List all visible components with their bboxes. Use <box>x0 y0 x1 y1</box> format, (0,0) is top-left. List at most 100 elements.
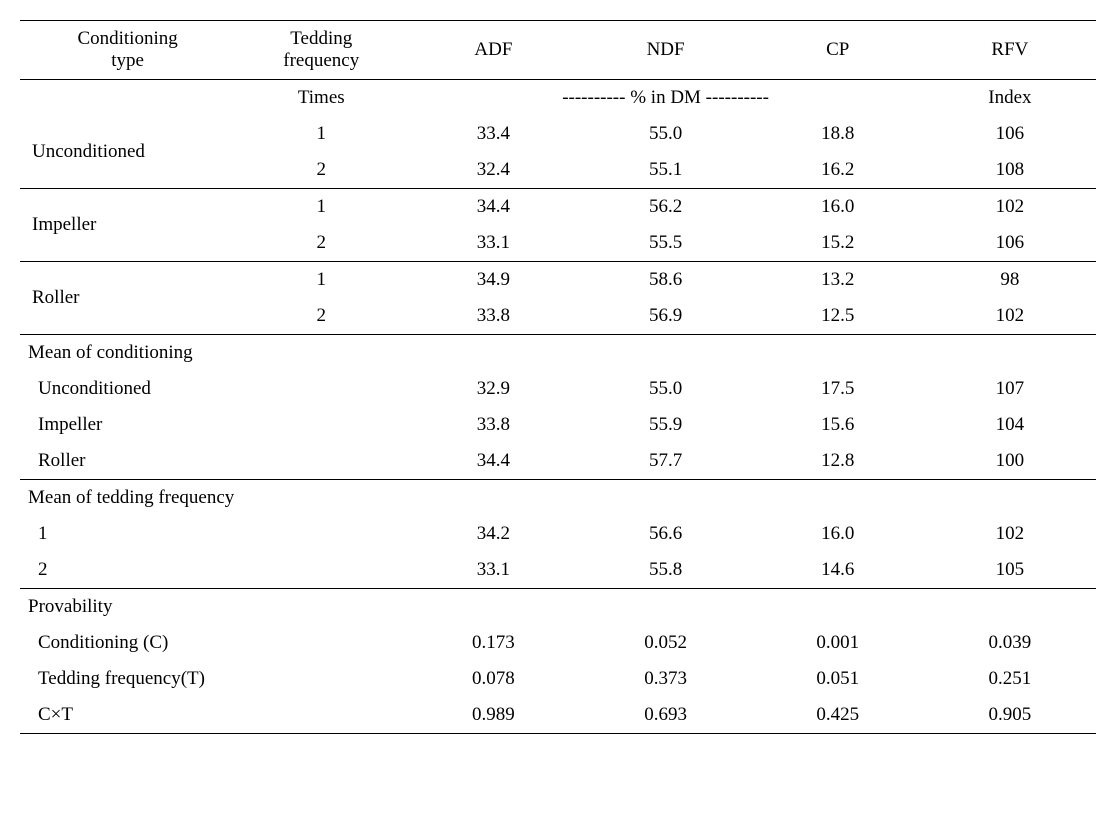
section-title-row: Mean of tedding frequency <box>20 480 1096 517</box>
data-table: Conditioning type Tedding frequency ADF … <box>20 20 1096 734</box>
cell-adf: 0.173 <box>407 625 579 661</box>
cell-adf: 34.9 <box>407 262 579 299</box>
header-cp: CP <box>752 21 924 80</box>
header-ndf: NDF <box>580 21 752 80</box>
section-title-provability: Provability <box>20 589 1096 626</box>
cell-cp: 12.5 <box>752 298 924 335</box>
cell-adf: 0.989 <box>407 697 579 734</box>
row-label: 2 <box>20 552 235 589</box>
subheader-pct-in-dm: ---------- % in DM ---------- <box>407 80 923 117</box>
cell-ndf: 56.2 <box>580 189 752 226</box>
cell-rfv: 102 <box>924 189 1096 226</box>
empty-cell <box>235 516 407 552</box>
header-conditioning-type: Conditioning type <box>20 21 235 80</box>
header-text: type <box>111 50 144 71</box>
cell-ndf: 0.693 <box>580 697 752 734</box>
cell-adf: 33.4 <box>407 116 579 152</box>
cell-rfv: 100 <box>924 443 1096 480</box>
cell-freq: 1 <box>235 116 407 152</box>
cell-ndf: 57.7 <box>580 443 752 480</box>
cell-rfv: 106 <box>924 225 1096 262</box>
cell-ndf: 0.373 <box>580 661 752 697</box>
cell-cp: 0.001 <box>752 625 924 661</box>
cell-freq: 1 <box>235 189 407 226</box>
cell-rfv: 102 <box>924 516 1096 552</box>
row-label: Conditioning (C) <box>20 625 407 661</box>
empty-cell <box>20 80 235 117</box>
cell-freq: 2 <box>235 298 407 335</box>
section-title-mean-tedding: Mean of tedding frequency <box>20 480 1096 517</box>
cell-freq: 1 <box>235 262 407 299</box>
cell-rfv: 0.251 <box>924 661 1096 697</box>
table-row: Impeller 33.8 55.9 15.6 104 <box>20 407 1096 443</box>
header-rfv: RFV <box>924 21 1096 80</box>
table-row: Tedding frequency(T) 0.078 0.373 0.051 0… <box>20 661 1096 697</box>
row-label: Tedding frequency(T) <box>20 661 407 697</box>
header-text: frequency <box>283 50 359 71</box>
row-label: Impeller <box>20 407 235 443</box>
cell-cp: 15.6 <box>752 407 924 443</box>
cell-rfv: 107 <box>924 371 1096 407</box>
empty-cell <box>235 552 407 589</box>
cell-cp: 14.6 <box>752 552 924 589</box>
row-label: Unconditioned <box>20 371 235 407</box>
group-label-impeller: Impeller <box>20 189 235 262</box>
cell-freq: 2 <box>235 225 407 262</box>
cell-cp: 0.425 <box>752 697 924 734</box>
header-tedding-frequency: Tedding frequency <box>235 21 407 80</box>
table-row: Roller 34.4 57.7 12.8 100 <box>20 443 1096 480</box>
row-label: C×T <box>20 697 407 734</box>
row-label: 1 <box>20 516 235 552</box>
header-text: Tedding <box>290 28 352 49</box>
cell-adf: 0.078 <box>407 661 579 697</box>
cell-freq: 2 <box>235 152 407 189</box>
section-title-row: Mean of conditioning <box>20 335 1096 372</box>
cell-adf: 32.4 <box>407 152 579 189</box>
empty-cell <box>235 407 407 443</box>
cell-cp: 15.2 <box>752 225 924 262</box>
cell-rfv: 0.905 <box>924 697 1096 734</box>
cell-rfv: 104 <box>924 407 1096 443</box>
cell-adf: 34.2 <box>407 516 579 552</box>
cell-adf: 33.8 <box>407 298 579 335</box>
cell-cp: 12.8 <box>752 443 924 480</box>
row-label: Roller <box>20 443 235 480</box>
subheader-times: Times <box>235 80 407 117</box>
cell-ndf: 55.0 <box>580 371 752 407</box>
cell-rfv: 106 <box>924 116 1096 152</box>
table-row: Conditioning (C) 0.173 0.052 0.001 0.039 <box>20 625 1096 661</box>
table-row: Roller 1 34.9 58.6 13.2 98 <box>20 262 1096 299</box>
cell-ndf: 0.052 <box>580 625 752 661</box>
cell-cp: 17.5 <box>752 371 924 407</box>
cell-cp: 18.8 <box>752 116 924 152</box>
cell-ndf: 55.8 <box>580 552 752 589</box>
table-row: 1 34.2 56.6 16.0 102 <box>20 516 1096 552</box>
cell-adf: 33.1 <box>407 552 579 589</box>
cell-adf: 34.4 <box>407 189 579 226</box>
cell-rfv: 102 <box>924 298 1096 335</box>
header-adf: ADF <box>407 21 579 80</box>
empty-cell <box>235 371 407 407</box>
subheader-row: Times ---------- % in DM ---------- Inde… <box>20 80 1096 117</box>
section-title-row: Provability <box>20 589 1096 626</box>
cell-ndf: 58.6 <box>580 262 752 299</box>
table-header-row: Conditioning type Tedding frequency ADF … <box>20 21 1096 80</box>
cell-ndf: 55.9 <box>580 407 752 443</box>
group-label-roller: Roller <box>20 262 235 335</box>
cell-cp: 13.2 <box>752 262 924 299</box>
cell-ndf: 55.0 <box>580 116 752 152</box>
subheader-index: Index <box>924 80 1096 117</box>
table-row: C×T 0.989 0.693 0.425 0.905 <box>20 697 1096 734</box>
cell-adf: 34.4 <box>407 443 579 480</box>
cell-ndf: 56.6 <box>580 516 752 552</box>
section-title-mean-conditioning: Mean of conditioning <box>20 335 1096 372</box>
cell-rfv: 108 <box>924 152 1096 189</box>
cell-cp: 16.0 <box>752 516 924 552</box>
group-label-unconditioned: Unconditioned <box>20 116 235 189</box>
table-row: Impeller 1 34.4 56.2 16.0 102 <box>20 189 1096 226</box>
cell-ndf: 55.5 <box>580 225 752 262</box>
cell-ndf: 55.1 <box>580 152 752 189</box>
cell-cp: 0.051 <box>752 661 924 697</box>
cell-cp: 16.0 <box>752 189 924 226</box>
table-row: Unconditioned 1 33.4 55.0 18.8 106 <box>20 116 1096 152</box>
